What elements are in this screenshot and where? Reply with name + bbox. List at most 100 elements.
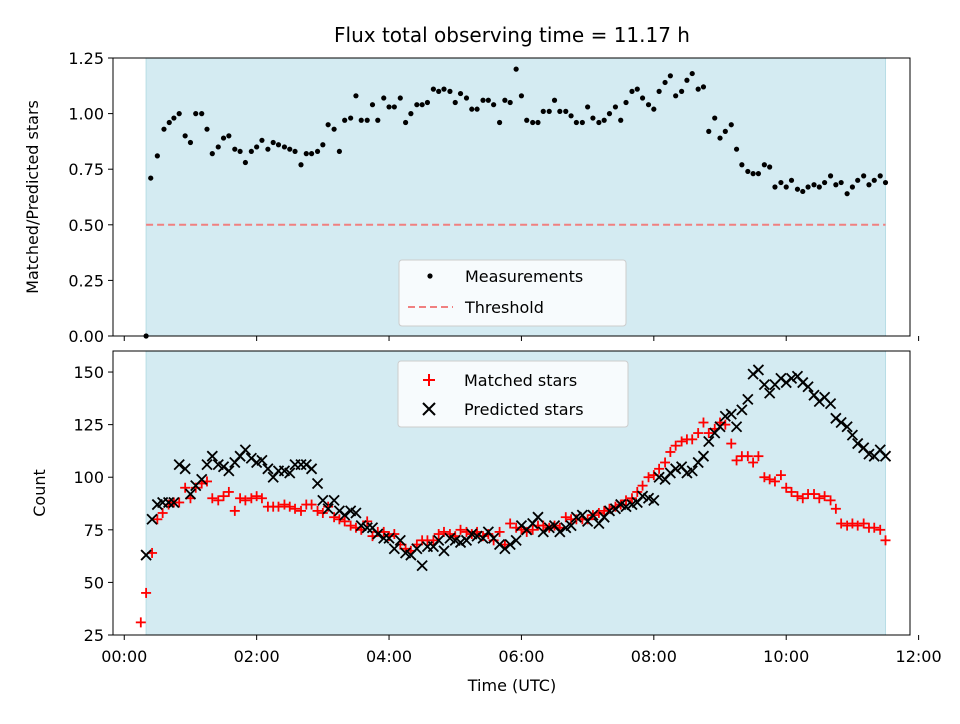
measurement-point (639, 95, 646, 101)
matched-star-point (670, 440, 681, 451)
measurement-point (397, 95, 403, 101)
measurement-point (381, 95, 387, 101)
matched-star-point (693, 428, 704, 439)
predicted-star-point (846, 429, 859, 441)
measurement-point (700, 84, 707, 90)
measurement-point (573, 119, 579, 126)
predicted-star-point (620, 501, 632, 513)
predicted-star-point (372, 528, 384, 540)
matched-star-point (830, 503, 841, 514)
measurement-point (778, 179, 784, 186)
measurement-point (391, 104, 397, 110)
measurement-point (480, 97, 486, 103)
measurement-point (502, 97, 508, 103)
matched-star-point (135, 617, 146, 628)
measurement-point (844, 191, 850, 197)
measurement-point (430, 86, 436, 92)
measurement-point (882, 179, 889, 186)
predicted-star-point (636, 490, 649, 502)
bottom-xtick-label: 10:00 (763, 647, 809, 666)
predicted-star-point (802, 381, 814, 393)
measurement-point (706, 128, 712, 134)
matched-star-point (339, 516, 350, 527)
matched-star-point (852, 520, 863, 531)
measurement-point (457, 90, 464, 97)
predicted-star-point (184, 488, 197, 500)
matched-star-point (218, 491, 229, 502)
predicted-star-point (394, 534, 406, 546)
measurement-point (199, 111, 205, 117)
measurement-point (436, 88, 442, 94)
measurement-point (414, 102, 420, 108)
measurement-point (761, 162, 767, 168)
top-legend: Measurements Threshold (398, 259, 627, 327)
matched-star-point (698, 417, 709, 428)
measurement-point (783, 184, 789, 190)
top-chart-title: Flux total observing time = 11.17 h (334, 23, 690, 47)
matched-star-point (455, 524, 466, 535)
measurement-point (463, 95, 470, 101)
measurement-point (320, 142, 326, 148)
measurement-point (805, 184, 811, 190)
measurement-point (722, 128, 728, 134)
measurement-point (270, 139, 276, 146)
measurement-point (733, 146, 740, 152)
measurement-point (590, 115, 596, 121)
legend-matched-label: Matched stars (464, 371, 577, 390)
matched-star-point (329, 512, 340, 523)
legend-measurements-marker (427, 273, 433, 279)
predicted-star-point (284, 467, 296, 479)
top-ytick-label: 1.00 (68, 105, 104, 124)
predicted-star-point (162, 496, 175, 509)
measurement-point (281, 144, 288, 150)
legend-matched-marker (423, 374, 435, 386)
matched-star-point (836, 518, 847, 529)
matched-star-point (306, 499, 317, 510)
predicted-star-point (852, 437, 864, 450)
measurement-point (358, 117, 364, 123)
bottom-ytick-label: 75 (84, 521, 104, 540)
predicted-star-point (416, 559, 428, 572)
measurement-point (656, 88, 662, 94)
predicted-star-point (714, 421, 726, 433)
matched-star-point (781, 482, 792, 493)
matched-star-point (229, 505, 240, 516)
matched-star-point (847, 518, 858, 529)
matched-star-point (141, 587, 152, 598)
predicted-star-point (785, 372, 798, 384)
predicted-star-point (835, 416, 847, 429)
predicted-star-point (179, 463, 191, 475)
measurement-point (811, 182, 817, 188)
matched-star-point (290, 503, 301, 514)
matched-star-point (157, 507, 168, 518)
matched-star-point (869, 522, 880, 533)
bottom-legend-box (397, 360, 629, 428)
measurement-point (750, 171, 756, 177)
predicted-star-point (565, 519, 577, 532)
measurement-point (308, 151, 315, 157)
bottom-panel: 25 50 75 100 125 150 00:00 02:00 04:00 06:00 08:0… (30, 350, 942, 695)
measurement-point (579, 119, 585, 126)
legend-measurements-label: Measurements (465, 267, 583, 286)
measurement-point (838, 179, 844, 186)
measurement-point (800, 188, 806, 195)
measurement-point (606, 111, 613, 117)
measurement-point (491, 102, 497, 108)
measurement-point (673, 93, 679, 99)
matched-star-point (235, 493, 246, 504)
predicted-star-point (742, 393, 754, 406)
matched-star-point (786, 486, 797, 497)
predicted-star-point (764, 387, 776, 399)
measurement-point (695, 86, 701, 92)
top-panel: Flux total observing time = 11.17 h 0.00… (23, 23, 920, 346)
bottom-xtick-label: 12:00 (896, 647, 942, 666)
matched-star-point (748, 457, 759, 468)
measurement-point (176, 111, 182, 117)
measurement-point (772, 184, 778, 190)
top-legend-box (398, 259, 627, 327)
measurement-point (215, 144, 221, 150)
measurement-point (402, 119, 409, 126)
top-plot-frame (112, 57, 911, 337)
measurement-point (866, 182, 872, 188)
